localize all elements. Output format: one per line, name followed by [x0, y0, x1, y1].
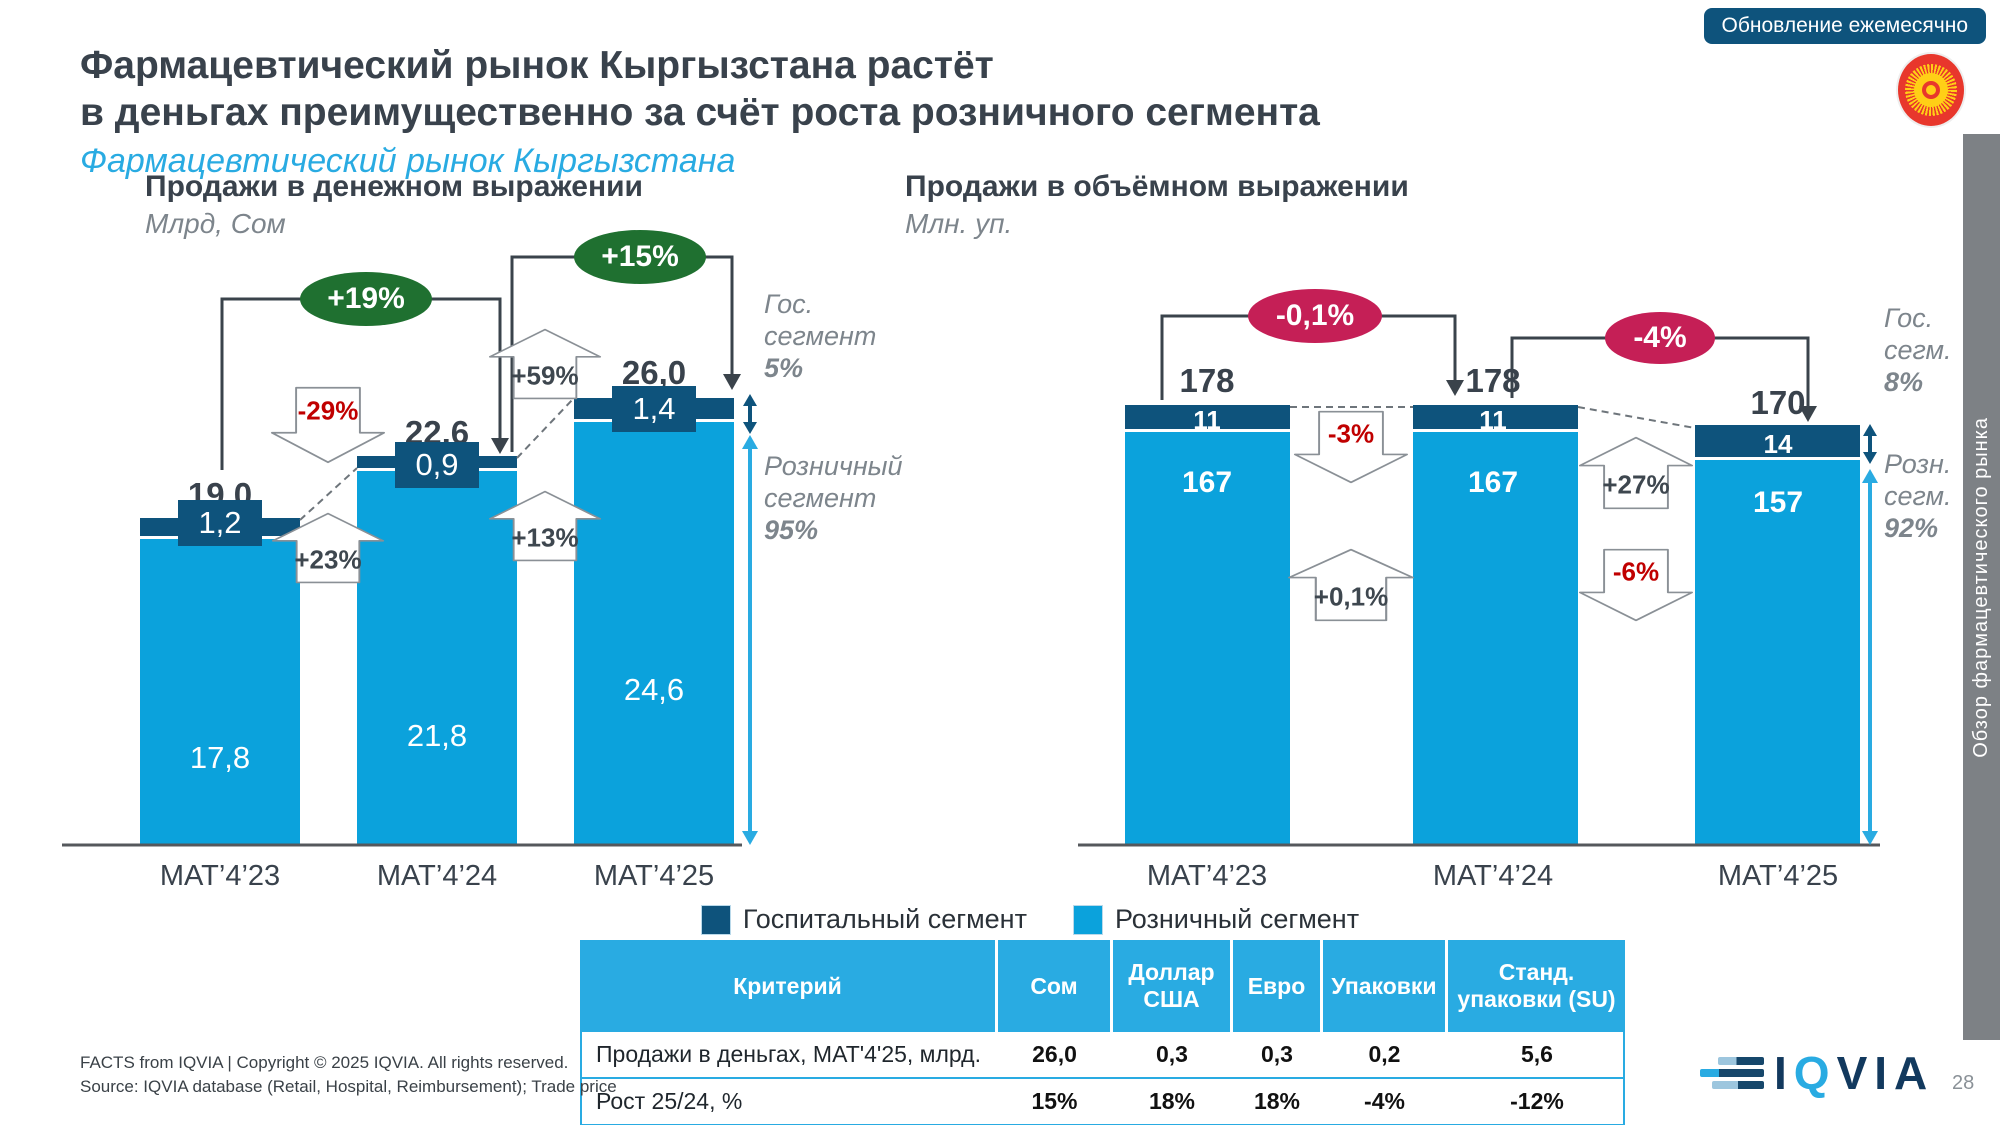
retail-value-label: 21,8 [406, 718, 468, 753]
segment-change-arrow-up: +13% [488, 490, 602, 562]
category-label: MAT’4’25 [1717, 860, 1839, 892]
page-title-line2: в деньгах преимущественно за счёт роста … [80, 91, 1320, 134]
segment-change-arrow-up: +0,1% [1287, 548, 1415, 622]
page-subtitle: Фармацевтический рынок Кыргызстана [80, 142, 736, 180]
category-label: MAT’4’24 [376, 860, 498, 892]
volume-bar-mat425 [1695, 425, 1860, 845]
table-row: Продажи в деньгах, MAT'4'25, млрд. 26,0 … [582, 1032, 1623, 1079]
retail-segment [1413, 432, 1578, 845]
iqvia-logo-speedlines-icon [1700, 1057, 1764, 1089]
section-side-tab-label: Обзор фармацевтического рынка [1970, 416, 1992, 758]
footer-note: FACTS from IQVIA | Copyright © 2025 IQVI… [80, 1051, 617, 1099]
retail-value-label: 167 [1467, 466, 1519, 499]
iqvia-logo: IQVIA [1700, 1050, 1934, 1096]
retail-value-label: 157 [1752, 486, 1804, 519]
table-header-cell: Станд. упаковки (SU) [1445, 940, 1625, 1032]
table-header-cell: Критерий [580, 940, 995, 1032]
total-label: 178 [1179, 362, 1235, 399]
volume-chart-subtitle: Млн. уп. [905, 208, 1013, 239]
segment-change-arrow-down: -29% [270, 386, 386, 464]
retail-legend-swatch [1072, 904, 1103, 935]
money-chart-title: Продажи в денежном выражении [145, 170, 643, 203]
retail-segment-annotation: Розн. сегм. 92% [1884, 449, 1952, 543]
update-frequency-badge: Обновление ежемесячно [1703, 8, 1986, 44]
segment-change-arrow-up: +23% [271, 512, 385, 584]
table-header-cell: Упаковки [1320, 940, 1445, 1032]
volume-bar-mat424 [1413, 405, 1578, 845]
retail-segment [1695, 460, 1860, 845]
total-label: 170 [1750, 384, 1806, 421]
category-label: MAT’4’23 [1146, 860, 1268, 892]
retail-segment [574, 422, 734, 845]
gov-segment-annotation: Гос. сегмент 5% [764, 289, 877, 383]
growth-oval: -4% [1605, 312, 1715, 364]
growth-oval: +15% [574, 230, 706, 284]
retail-segment [1125, 432, 1290, 845]
hospital-value-label: 11 [1479, 405, 1507, 435]
retail-value-label: 24,6 [623, 672, 685, 707]
table-header-row: Критерий Сом Доллар США Евро Упаковки Ст… [580, 940, 1625, 1032]
growth-oval: -0,1% [1248, 289, 1382, 343]
hospital-legend-swatch [700, 904, 731, 935]
retail-segment-annotation: Розничный сегмент 95% [764, 451, 903, 545]
gov-segment-annotation: Гос. сегм. 8% [1884, 303, 1952, 397]
flag-tunduk [1922, 81, 1940, 99]
category-label: MAT’4’23 [159, 860, 281, 892]
money-chart-subtitle: Млрд, Сом [145, 208, 286, 239]
table-row: Рост 25/24, % 15% 18% 18% -4% -12% [596, 1088, 1564, 1114]
page-number: 28 [1952, 1072, 1975, 1094]
retail-segment [140, 539, 300, 845]
volume-bar-mat423 [1125, 405, 1290, 845]
page-title-line1: Фармацевтический рынок Кыргызстана растё… [80, 44, 994, 87]
hospital-value-box: 1,2 [178, 500, 262, 546]
legend-label: Розничный сегмент [1114, 904, 1360, 934]
hospital-value-box: 0,9 [395, 442, 479, 488]
retail-value-label: 17,8 [189, 740, 251, 775]
segment-change-arrow-up: +27% [1578, 436, 1694, 510]
table-body: Продажи в деньгах, MAT'4'25, млрд. 26,0 … [580, 1032, 1625, 1125]
hospital-segment [1125, 405, 1290, 432]
category-label: MAT’4’24 [1432, 860, 1554, 892]
footer-line2: Source: IQVIA database (Retail, Hospital… [80, 1077, 617, 1096]
legend-item-hospital: Госпитальный сегмент [700, 904, 1027, 935]
hospital-segment [1695, 425, 1860, 460]
total-label: 178 [1465, 362, 1521, 399]
hospital-value-label: 11 [1193, 405, 1221, 435]
page-title: Фармацевтический рынок Кыргызстана растё… [80, 42, 1320, 136]
retail-segment [357, 471, 517, 845]
money-bar-mat424 [357, 456, 517, 845]
hospital-segment [1413, 405, 1578, 432]
retail-value-label: 167 [1181, 466, 1233, 499]
hospital-value-box: 1,4 [612, 386, 696, 432]
summary-table: Критерий Сом Доллар США Евро Упаковки Ст… [580, 940, 1625, 1125]
hospital-value-label: 14 [1763, 429, 1793, 459]
segment-change-arrow-down: -6% [1578, 548, 1694, 622]
legend-label: Госпитальный сегмент [742, 904, 1027, 934]
growth-oval: +19% [300, 272, 432, 326]
segment-change-arrow-up: +59% [488, 328, 602, 400]
kyrgyzstan-flag-icon [1898, 54, 1964, 126]
iqvia-wordmark: IQVIA [1774, 1047, 1935, 1099]
table-header-cell: Доллар США [1110, 940, 1230, 1032]
section-side-tab: Обзор фармацевтического рынка [1963, 134, 2000, 1040]
table-header-cell: Евро [1230, 940, 1320, 1032]
category-label: MAT’4’25 [593, 860, 715, 892]
table-header-cell: Сом [995, 940, 1110, 1032]
volume-chart-title: Продажи в объёмном выражении [905, 170, 1409, 203]
chart-legend: Госпитальный сегмент Розничный сегмент [430, 904, 1630, 935]
footer-line1: FACTS from IQVIA | Copyright © 2025 IQVI… [80, 1053, 569, 1072]
legend-item-retail: Розничный сегмент [1072, 904, 1360, 935]
segment-change-arrow-down: -3% [1293, 410, 1409, 484]
